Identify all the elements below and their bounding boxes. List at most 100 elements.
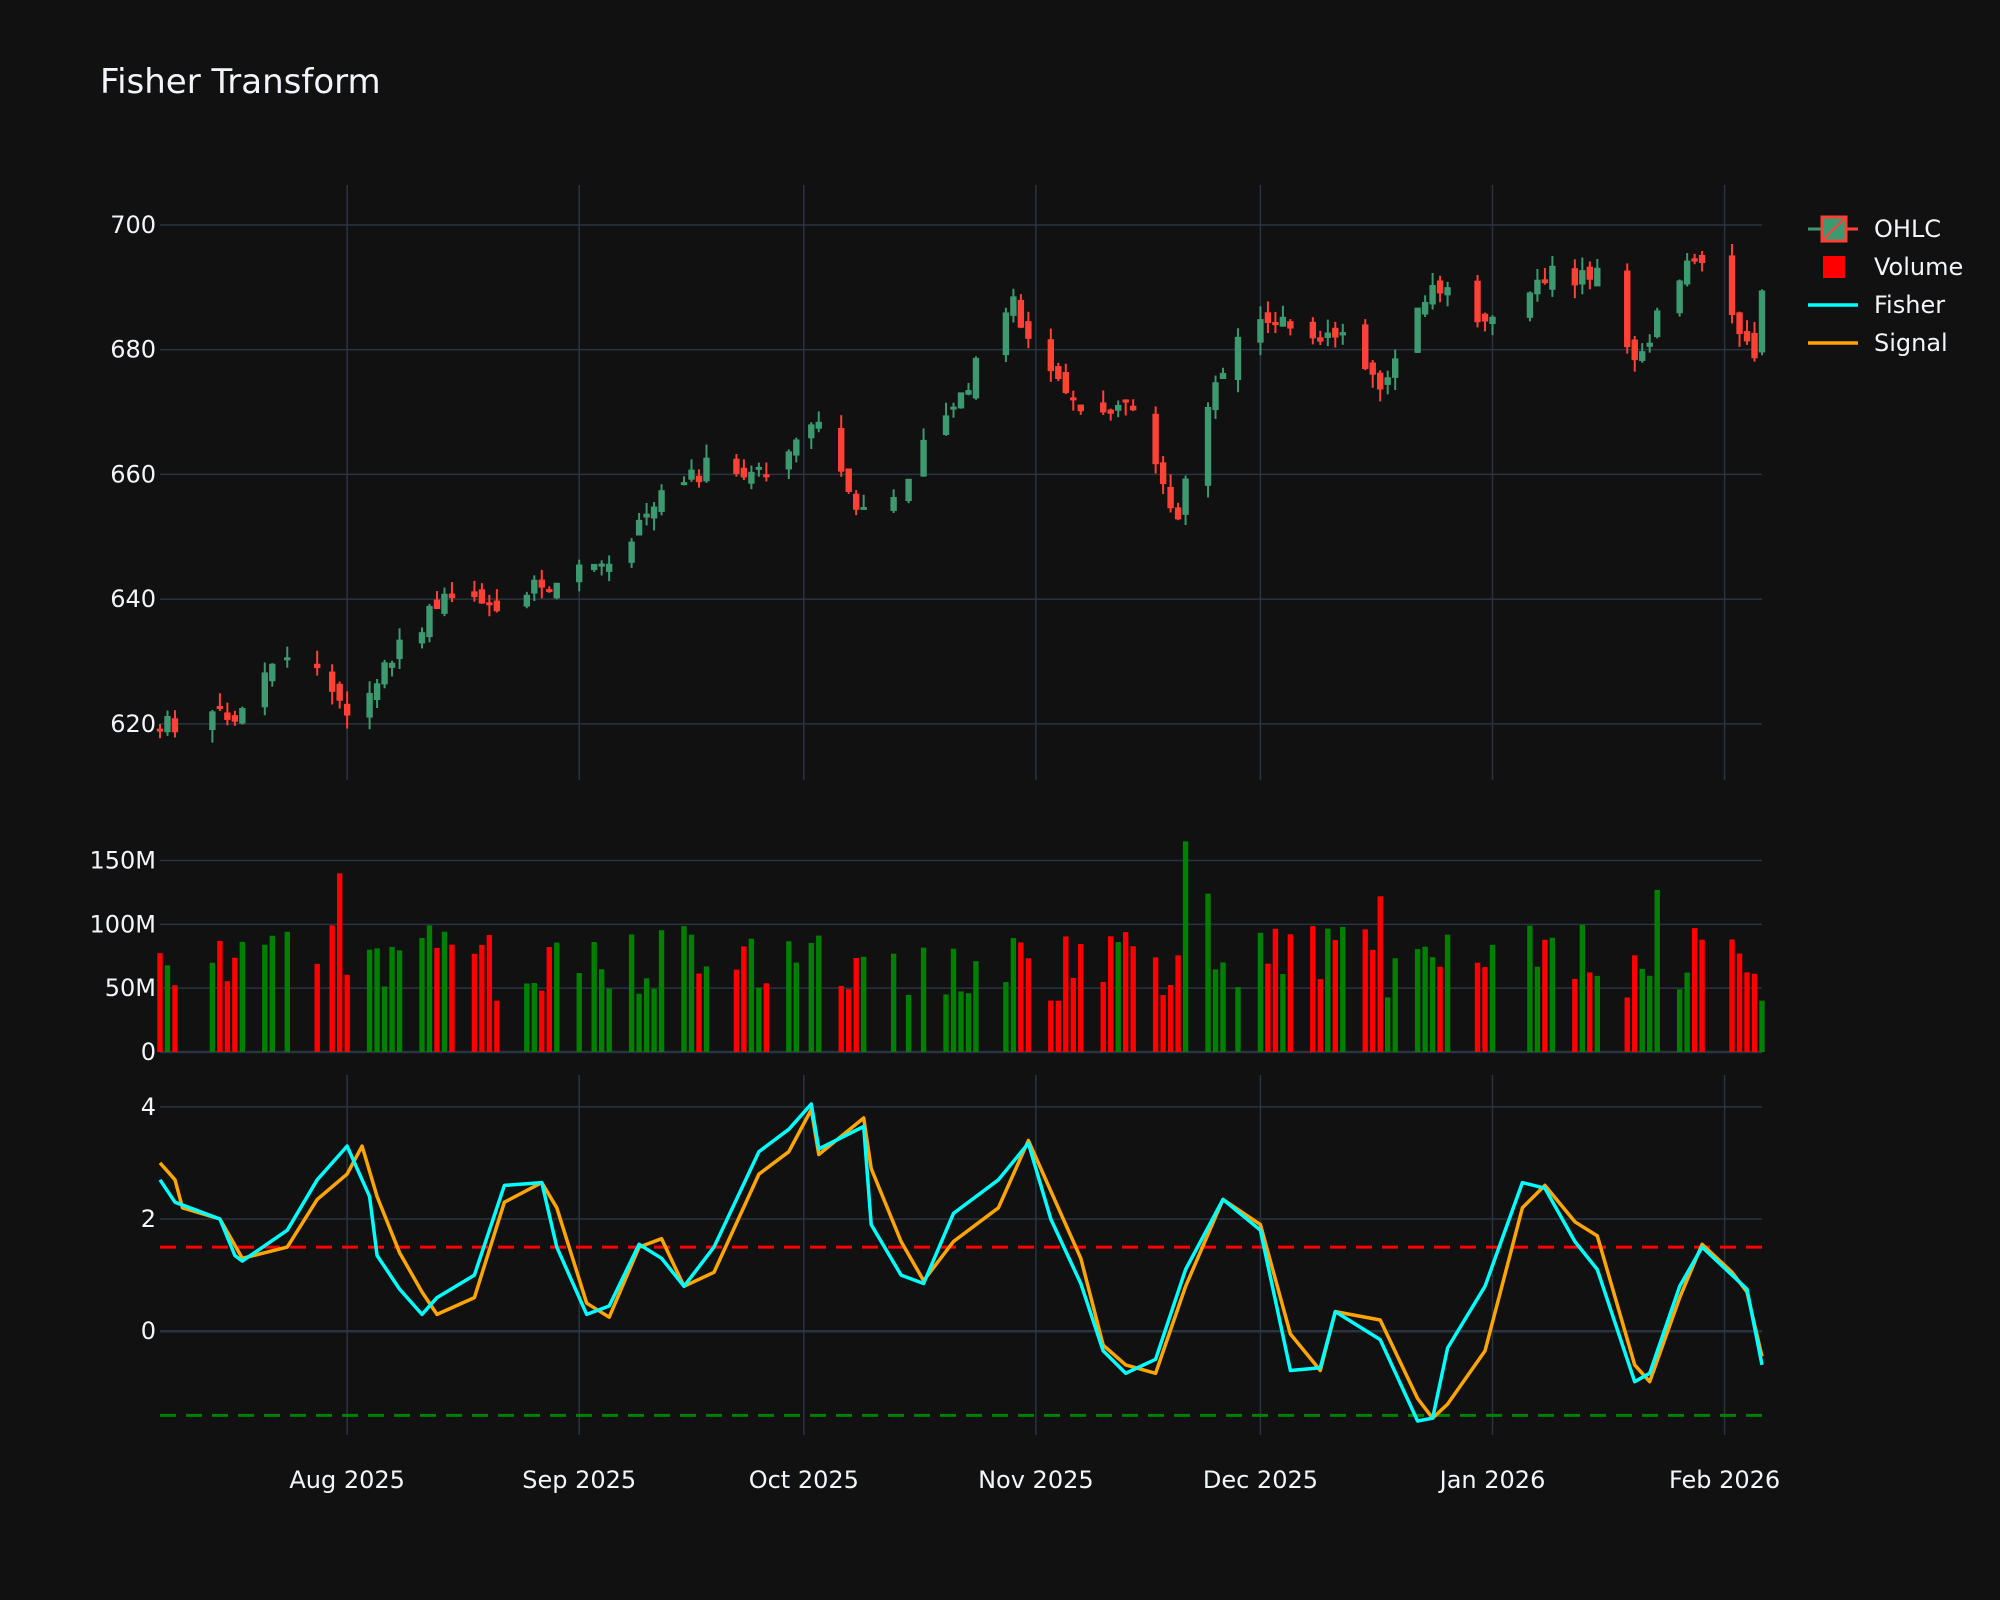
volume-bar	[1212, 969, 1219, 1052]
volume-bar	[658, 930, 665, 1052]
legend[interactable]: OHLC Volume Fisher Signal	[1808, 215, 1963, 357]
volume-bar	[636, 993, 642, 1052]
candle-body	[209, 711, 216, 730]
candle-body	[1384, 377, 1391, 385]
volume-bar	[1729, 939, 1735, 1052]
volume-bar	[846, 989, 852, 1052]
x-tick-label: Sep 2025	[522, 1466, 636, 1494]
volume-bar	[449, 944, 455, 1052]
candle-body	[808, 424, 815, 439]
volume-bar	[1182, 841, 1189, 1052]
volume-bar	[554, 942, 560, 1052]
candle-body	[314, 663, 321, 669]
candle-body	[1324, 332, 1332, 338]
candle-body	[1219, 372, 1227, 379]
volume-bar	[1332, 940, 1338, 1052]
volume-bar	[1676, 989, 1683, 1052]
volume-bar	[1122, 932, 1129, 1052]
candle-body	[239, 708, 246, 724]
volume-bar	[763, 983, 770, 1052]
candle-body	[1698, 254, 1706, 264]
volume-bar	[1010, 938, 1017, 1052]
candle-body	[1070, 397, 1077, 401]
candle-body	[1182, 478, 1189, 515]
volume-bar	[314, 963, 320, 1052]
candle-body	[441, 593, 448, 614]
volume-bar	[741, 946, 747, 1052]
candle-body	[1047, 339, 1055, 372]
volume-bar	[1437, 966, 1443, 1052]
candle-body	[1107, 409, 1114, 414]
volume-bar	[1370, 949, 1376, 1052]
candle-body	[1534, 279, 1541, 295]
candle-body	[1369, 362, 1376, 375]
candle-body	[1122, 399, 1129, 403]
fisher-panel	[158, 1102, 1764, 1423]
candle-body	[695, 475, 703, 483]
candle-body	[381, 662, 388, 685]
volume-bar	[905, 994, 912, 1052]
candle-body	[650, 506, 658, 519]
volume-bar	[1647, 975, 1653, 1052]
x-tick-label: Nov 2025	[978, 1466, 1094, 1494]
legend-item-volume[interactable]: Volume	[1823, 253, 1963, 281]
candle-body	[396, 639, 403, 660]
candle-body	[1317, 337, 1324, 342]
candle-body	[838, 428, 845, 472]
volume-bar	[1070, 977, 1076, 1052]
legend-label: Fisher	[1874, 291, 1945, 319]
volume-bar	[786, 941, 792, 1052]
candle-body	[942, 415, 950, 435]
volume-bar	[224, 981, 231, 1052]
volume-bar	[1317, 979, 1324, 1052]
candle-body	[1212, 382, 1219, 411]
candle-body	[164, 716, 171, 733]
volume-bar	[1579, 924, 1586, 1052]
candle-body	[785, 451, 793, 470]
volume-bar	[262, 944, 268, 1052]
volume-bar	[943, 994, 949, 1052]
candle-body	[1654, 310, 1661, 338]
candlestick-icon	[1821, 216, 1847, 242]
volume-bar	[1736, 953, 1743, 1052]
volume-bar	[1527, 925, 1533, 1052]
candle-body	[373, 683, 381, 700]
candle-body	[1489, 316, 1496, 325]
candle-body	[1077, 404, 1084, 412]
candle-body	[972, 357, 980, 399]
candle-body	[426, 605, 433, 638]
volume-bar	[531, 982, 537, 1052]
candle-body	[1129, 405, 1137, 411]
volume-bar	[546, 947, 552, 1052]
candle-body	[388, 662, 396, 668]
candle-body	[343, 703, 351, 716]
candle-body	[1391, 358, 1399, 378]
candle-body	[733, 458, 740, 474]
volume-bar	[1699, 939, 1705, 1052]
candle-body	[748, 471, 755, 484]
volume-bar	[269, 935, 275, 1052]
volume-bar	[1205, 893, 1211, 1052]
candle-body	[231, 715, 239, 722]
volume-bar	[1414, 949, 1421, 1052]
legend-item-signal[interactable]: Signal	[1808, 329, 1948, 357]
volume-bar	[651, 988, 657, 1052]
candle-body	[635, 519, 643, 536]
x-tick-label: Feb 2026	[1669, 1466, 1780, 1494]
candle-body	[1691, 258, 1698, 262]
volume-bar	[1744, 972, 1750, 1052]
candle-body	[920, 439, 927, 477]
candle-body	[950, 406, 957, 410]
legend-item-fisher[interactable]: Fisher	[1808, 291, 1945, 319]
candle-body	[598, 563, 605, 567]
axis-labels: Aug 2025 Sep 2025 Oct 2025 Nov 2025 Dec 2025…	[89, 211, 1780, 1494]
candle-body	[156, 728, 164, 732]
legend-item-ohlc[interactable]: OHLC	[1808, 215, 1941, 243]
volume-bar	[217, 940, 223, 1052]
candle-body	[1167, 486, 1174, 509]
volume-bar	[756, 987, 762, 1052]
volume-bar	[816, 935, 822, 1052]
volume-bar	[164, 965, 171, 1052]
candle-body	[216, 705, 224, 709]
candle-body	[1377, 372, 1384, 390]
